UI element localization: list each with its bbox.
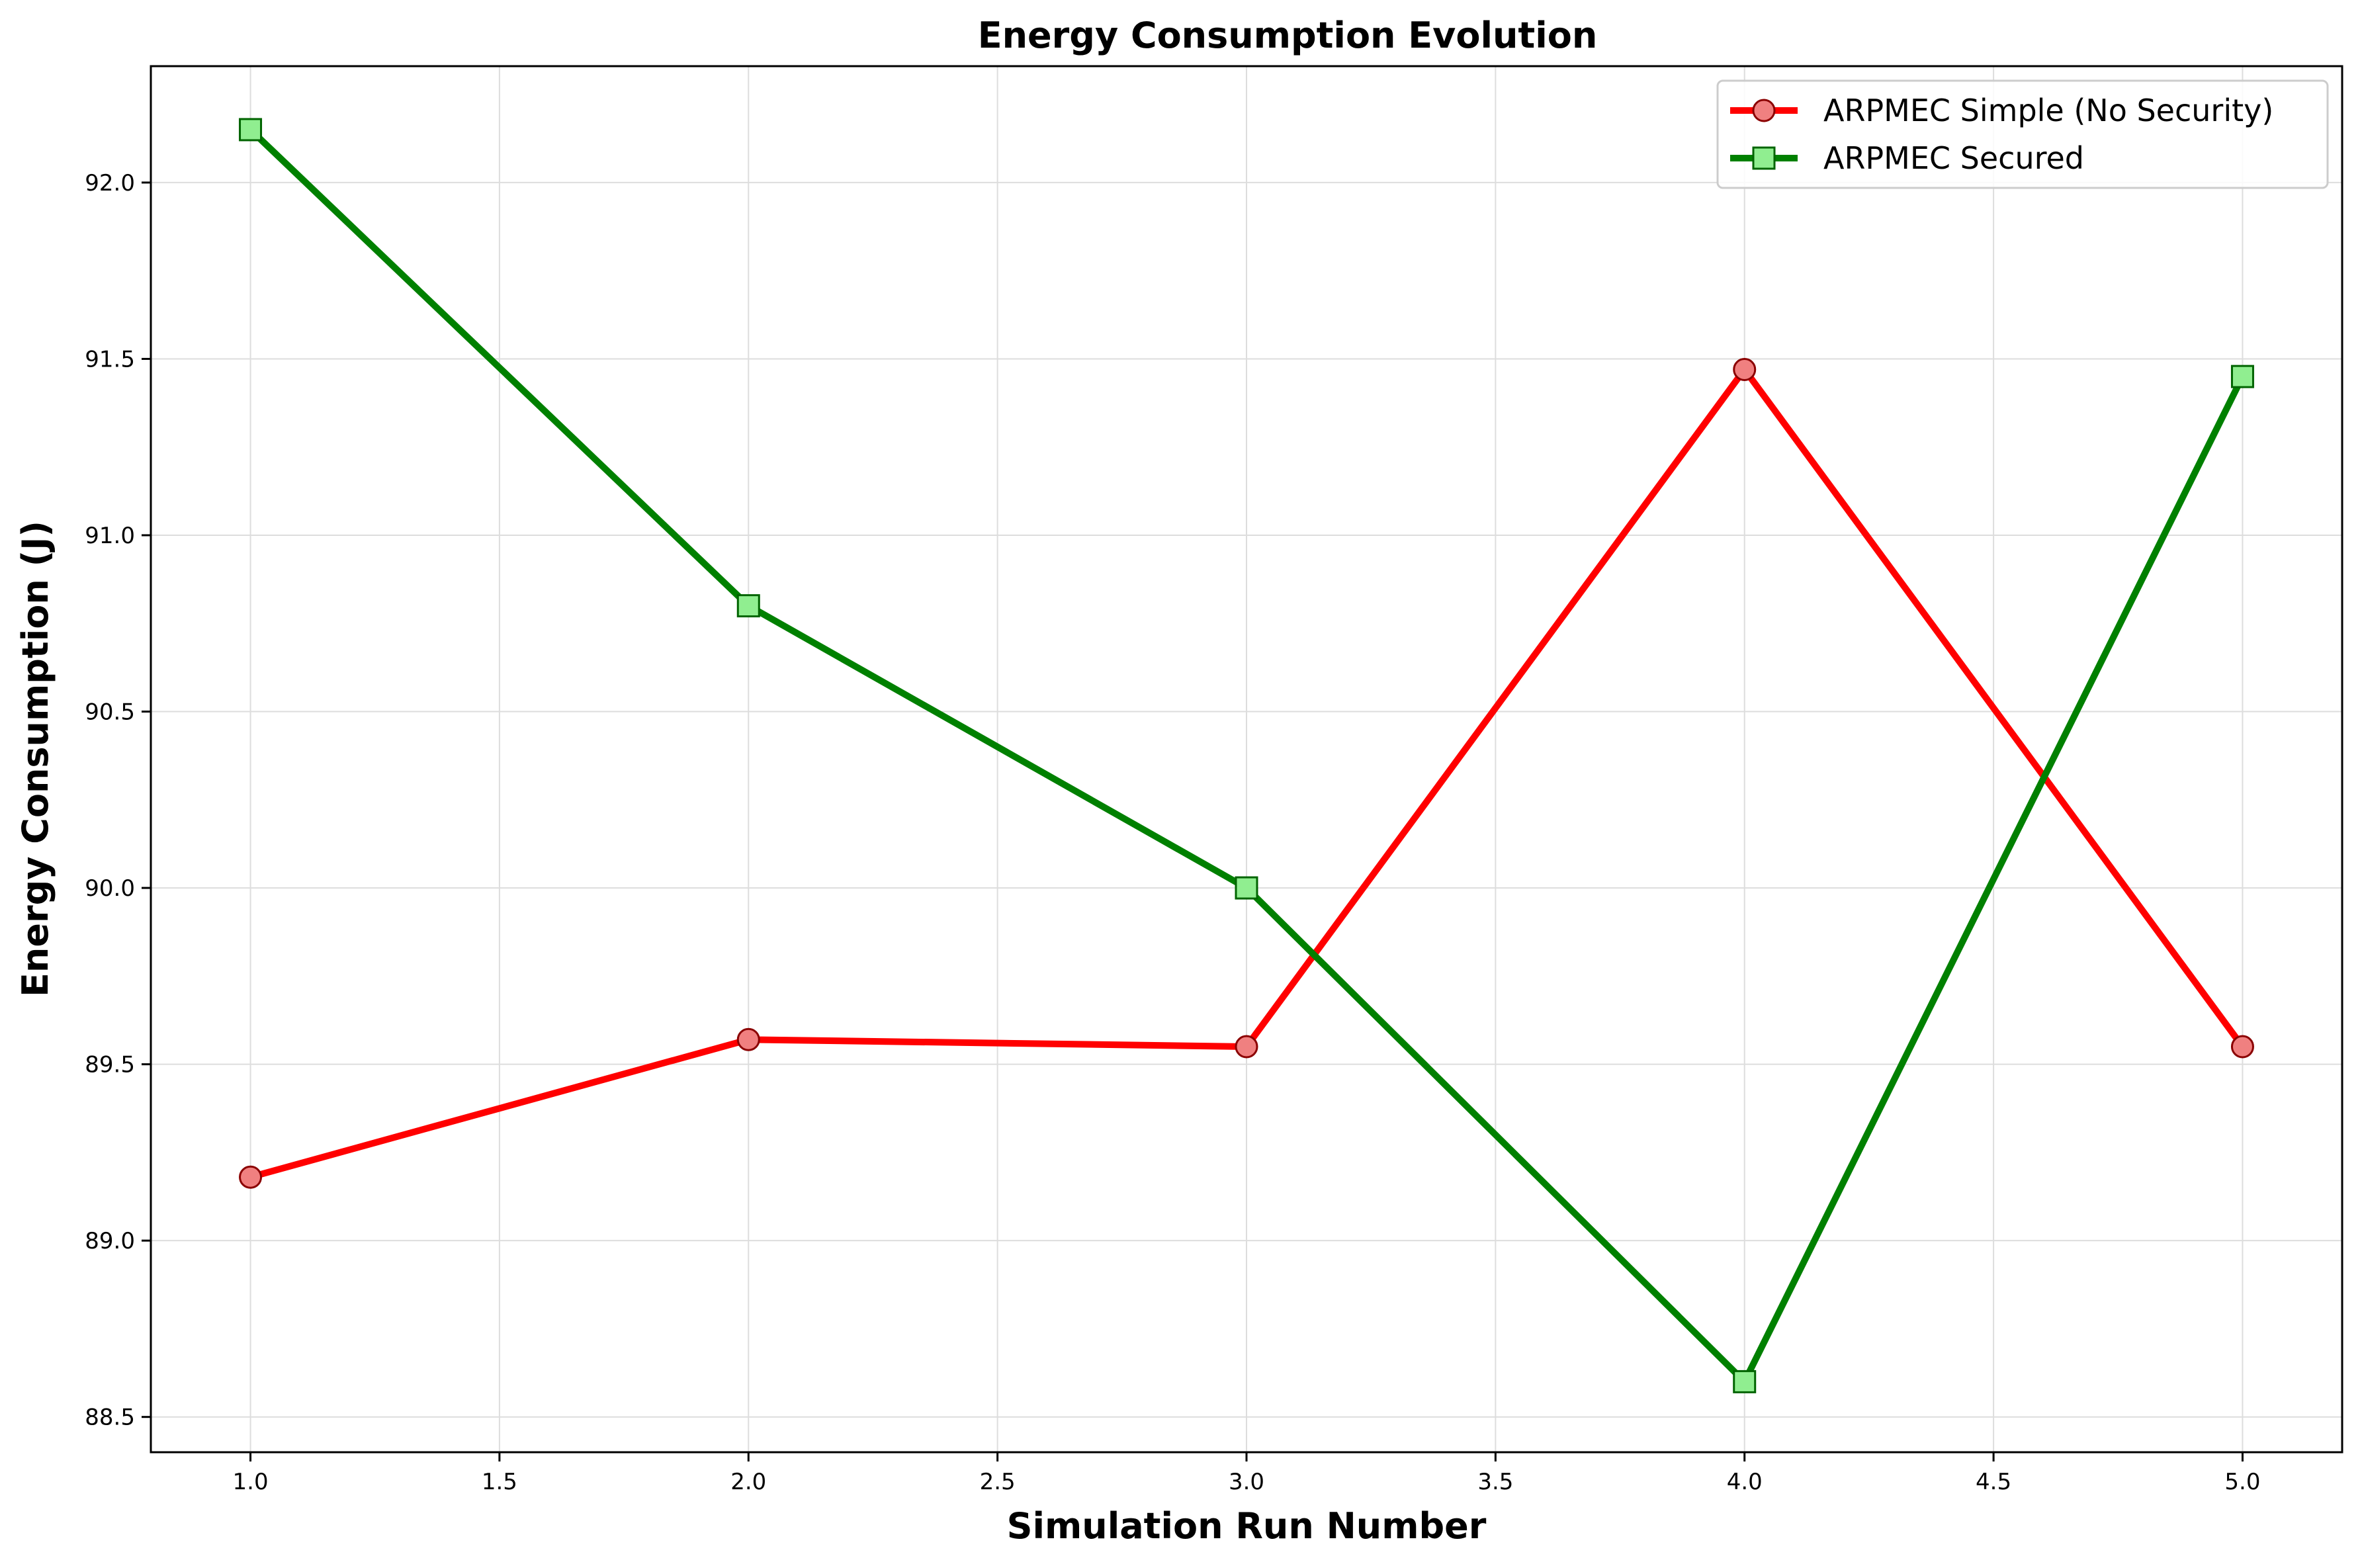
legend: ARPMEC Simple (No Security) ARPMEC Secure… [1716, 79, 2329, 189]
x-tick-label: 2.5 [980, 1469, 1016, 1495]
x-axis: 1.0 1.5 2.0 2.5 3.0 3.5 4.0 4.5 5.0 [233, 1452, 2260, 1495]
y-tick-label: 90.0 [85, 875, 135, 902]
x-tick-label: 4.0 [1727, 1469, 1763, 1495]
data-point [1235, 876, 1258, 900]
y-tick-label: 91.5 [85, 346, 135, 372]
y-axis-label: Energy Consumption (J) [15, 521, 56, 997]
x-tick-label: 2.0 [730, 1469, 766, 1495]
data-point [2230, 365, 2254, 388]
y-tick-label: 89.5 [85, 1052, 135, 1078]
y-axis: 88.5 89.0 89.5 90.0 90.5 91.0 91.5 92.0 [85, 170, 151, 1431]
y-tick-label: 88.5 [85, 1405, 135, 1431]
data-point [239, 1165, 263, 1189]
y-tick-label: 91.0 [85, 523, 135, 549]
series-layer [239, 118, 2254, 1393]
x-tick-label: 5.0 [2224, 1469, 2260, 1495]
legend-marker [1752, 146, 1776, 170]
x-tick-label: 4.5 [1976, 1469, 2011, 1495]
data-point [2230, 1035, 2254, 1059]
legend-marker [1752, 99, 1776, 122]
legend-box [1716, 79, 2329, 189]
y-tick-label: 92.0 [85, 170, 135, 196]
chart-title: Energy Consumption Evolution [978, 15, 1598, 56]
legend-label: ARPMEC Secured [1823, 140, 2084, 176]
x-tick-label: 3.5 [1477, 1469, 1513, 1495]
grid [151, 66, 2342, 1452]
x-tick-label: 3.0 [1229, 1469, 1264, 1495]
legend-label: ARPMEC Simple (No Security) [1823, 93, 2273, 128]
data-point [1733, 357, 1757, 381]
y-tick-label: 90.5 [85, 699, 135, 726]
data-point [736, 594, 760, 618]
x-tick-label: 1.5 [482, 1469, 517, 1495]
data-point [736, 1027, 760, 1051]
data-point [1733, 1370, 1757, 1393]
y-tick-label: 89.0 [85, 1228, 135, 1254]
x-axis-label: Simulation Run Number [1007, 1505, 1487, 1547]
x-tick-label: 1.0 [233, 1469, 269, 1495]
data-point [239, 118, 263, 142]
data-point [1235, 1035, 1258, 1059]
